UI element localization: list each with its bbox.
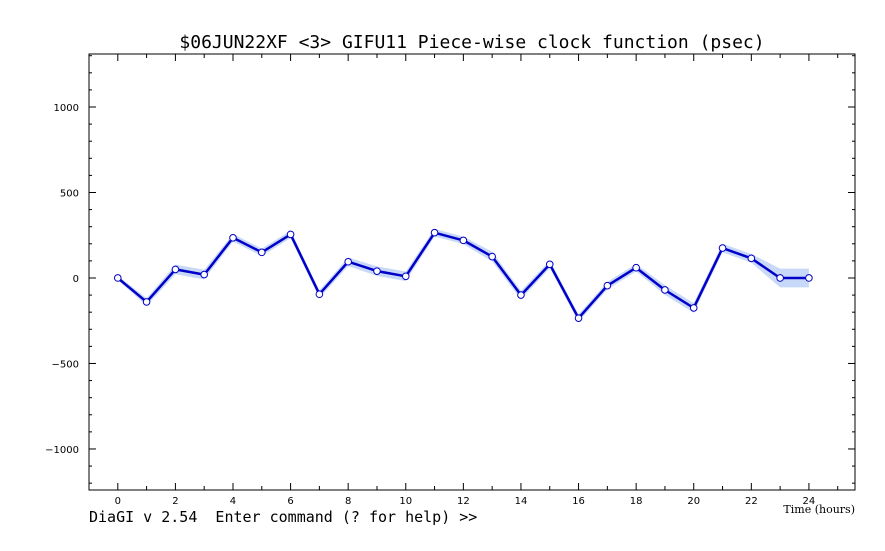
x-tick-label: 4 — [230, 496, 236, 507]
y-tick-label: −1000 — [45, 445, 79, 456]
data-point — [805, 274, 813, 282]
data-point — [776, 274, 784, 282]
data-point — [459, 236, 468, 245]
data-point — [171, 265, 180, 274]
data-point — [200, 270, 208, 279]
data-point — [113, 274, 122, 282]
data-point — [286, 230, 295, 239]
x-tick-label: 14 — [515, 496, 528, 507]
x-tick-label: 10 — [399, 496, 412, 507]
x-tick-label: 18 — [630, 496, 643, 507]
series-line-group — [117, 231, 809, 320]
data-point — [632, 263, 640, 272]
data-point — [545, 260, 554, 269]
data-point — [689, 304, 698, 312]
data-point — [574, 314, 583, 322]
x-tick-label: 12 — [457, 496, 470, 507]
x-axis-label: Time (hours) — [783, 503, 855, 516]
x-tick-label: 0 — [115, 496, 121, 507]
data-point — [517, 291, 525, 299]
x-tick-label: 6 — [287, 496, 293, 507]
command-prompt[interactable]: DiaGI v 2.54 Enter command (? for help) … — [89, 508, 478, 526]
x-tick-labels: 0 2 4 6 8 10 12 14 16 18 20 22 24 — [115, 496, 816, 507]
data-point — [718, 244, 727, 252]
x-tick-label: 16 — [572, 496, 585, 507]
data-points — [113, 228, 813, 322]
x-tick-label: 22 — [745, 496, 758, 507]
data-point — [401, 272, 410, 281]
data-point — [747, 254, 756, 263]
x-tick-label: 8 — [345, 496, 351, 507]
plot-frame — [88, 53, 856, 491]
series-line — [117, 231, 809, 320]
x-tick-label: 20 — [687, 496, 700, 507]
data-point — [373, 267, 381, 275]
y-tick-label: 0 — [73, 274, 79, 285]
data-point — [315, 290, 324, 299]
y-tick-label: 1000 — [54, 103, 79, 114]
axis-ticks — [88, 54, 855, 490]
y-tick-label: −500 — [52, 359, 79, 370]
data-point — [488, 252, 496, 261]
data-point — [257, 248, 266, 257]
data-point — [229, 234, 237, 242]
data-point — [344, 257, 352, 266]
data-point — [661, 286, 669, 294]
y-tick-label: 500 — [60, 188, 79, 199]
chart-title: $06JUN22XF <3> GIFU11 Piece-wise clock f… — [179, 32, 764, 53]
data-point — [142, 298, 151, 306]
data-point — [430, 228, 439, 237]
x-tick-label: 2 — [172, 496, 178, 507]
y-tick-labels: −1000 −500 0 500 1000 — [45, 103, 79, 456]
data-point — [603, 281, 612, 290]
x-tick-label: 24 — [803, 496, 816, 507]
